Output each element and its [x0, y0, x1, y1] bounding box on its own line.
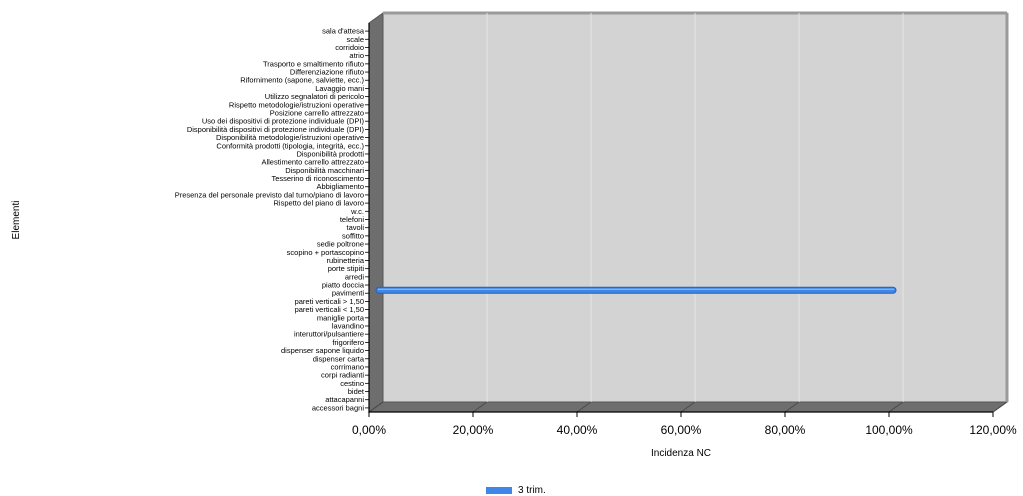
y-tick-label: Presenza del personale previsto dal turn…: [175, 190, 364, 199]
y-tick-label: corrimano: [331, 362, 364, 371]
y-tick-label: Posizione carrello attrezzato: [270, 109, 364, 118]
floor-gridline: [576, 401, 592, 413]
x-tick-label: 120,00%: [969, 423, 1017, 437]
y-tick-label: sedie poltrone: [317, 240, 364, 249]
y-tick-label: sala d'attesa: [322, 27, 365, 36]
y-tick-label: tavoli: [346, 223, 364, 232]
y-tick-label: atrio: [349, 51, 364, 60]
x-tick-label: 100,00%: [865, 423, 913, 437]
floor-gridline: [888, 401, 904, 413]
x-axis-title: Incidenza NC: [651, 448, 711, 459]
y-tick-label: Allestimento carrello attrezzato: [261, 158, 364, 167]
y-axis-title: Elementi: [11, 201, 22, 240]
y-tick-label: attacapanni: [325, 395, 364, 404]
y-tick-label: rubinetteria: [326, 256, 364, 265]
y-tick-label: bidet: [348, 387, 365, 396]
y-tick-label: arredi: [345, 272, 365, 281]
x-tick-label: 80,00%: [765, 423, 806, 437]
y-tick-label: Tesserino di riconoscimento: [271, 174, 364, 183]
y-tick-label: soffitto: [342, 231, 364, 240]
y-tick-label: Abbigliamento: [316, 182, 364, 191]
bar-pavimenti: [375, 286, 897, 294]
y-tick-label: pavimenti: [332, 289, 364, 298]
x-tick-label: 40,00%: [557, 423, 598, 437]
floor-gridline: [472, 401, 488, 413]
y-tick-label: Rifornimento (sapone, salviette, ecc.): [240, 76, 364, 85]
y-tick-label: cestino: [340, 379, 364, 388]
y-tick-label: pareti verticali > 1,50: [295, 297, 364, 306]
y-tick-label: Uso dei dispositivi di protezione indivi…: [202, 117, 365, 126]
y-tick-label: corridoio: [335, 43, 364, 52]
y-tick-label: telefoni: [340, 215, 365, 224]
y-tick-label: pareti verticali < 1,50: [295, 305, 364, 314]
y-tick-label: scale: [346, 35, 364, 44]
floor-gridline: [368, 401, 384, 413]
y-tick-label: dispenser sapone liquido: [281, 346, 364, 355]
y-tick-label: dispenser carta: [313, 354, 365, 363]
y-tick-label: Conformità prodotti (tipologia, integrit…: [216, 141, 364, 150]
y-tick-label: Differenziazione rifiuto: [290, 68, 364, 77]
y-tick-label: porte stipiti: [328, 264, 365, 273]
y-tick-label: interuttori/pulsantiere: [294, 330, 364, 339]
x-tick-label: 20,00%: [453, 423, 494, 437]
floor-gridline: [680, 401, 696, 413]
x-tick-label: 60,00%: [661, 423, 702, 437]
y-tick-label: Disponibilità dispositivi di protezione …: [187, 125, 365, 134]
y-tick-label: scopino + portascopino: [287, 248, 364, 257]
x-tick-label: 0,00%: [352, 423, 386, 437]
floor-gridline: [992, 401, 1008, 413]
y-tick-label: w.c.: [350, 207, 364, 216]
y-tick-label: maniglie porta: [317, 313, 365, 322]
legend-swatch: [486, 487, 512, 494]
y-tick-label: Lavaggio mani: [315, 84, 364, 93]
y-tick-label: Rispetto del piano di lavoro: [274, 199, 364, 208]
y-tick-label: accessori bagni: [312, 403, 364, 412]
y-tick-label: lavandino: [332, 321, 364, 330]
y-tick-label: Utilizzo segnalatori di pericolo: [265, 92, 364, 101]
y-tick-label: Disponibilità prodotti: [296, 149, 364, 158]
floor-gridline: [784, 401, 800, 413]
y-tick-label: Rispetto metodologie/istruzioni operativ…: [229, 100, 364, 109]
y-tick-label: Trasporto e smaltimento rifiuto: [263, 59, 364, 68]
y-tick-label: corpi radianti: [321, 371, 364, 380]
legend-label: 3 trim.: [518, 485, 546, 496]
y-tick-label: frigorifero: [332, 338, 364, 347]
y-tick-label: Disponibilità macchinari: [285, 166, 364, 175]
y-tick-label: Disponibilità metodologie/istruzioni ope…: [216, 133, 364, 142]
legend: 3 trim.: [486, 485, 546, 496]
left-wall: [368, 12, 384, 413]
y-tick-label: piatto doccia: [322, 281, 365, 290]
